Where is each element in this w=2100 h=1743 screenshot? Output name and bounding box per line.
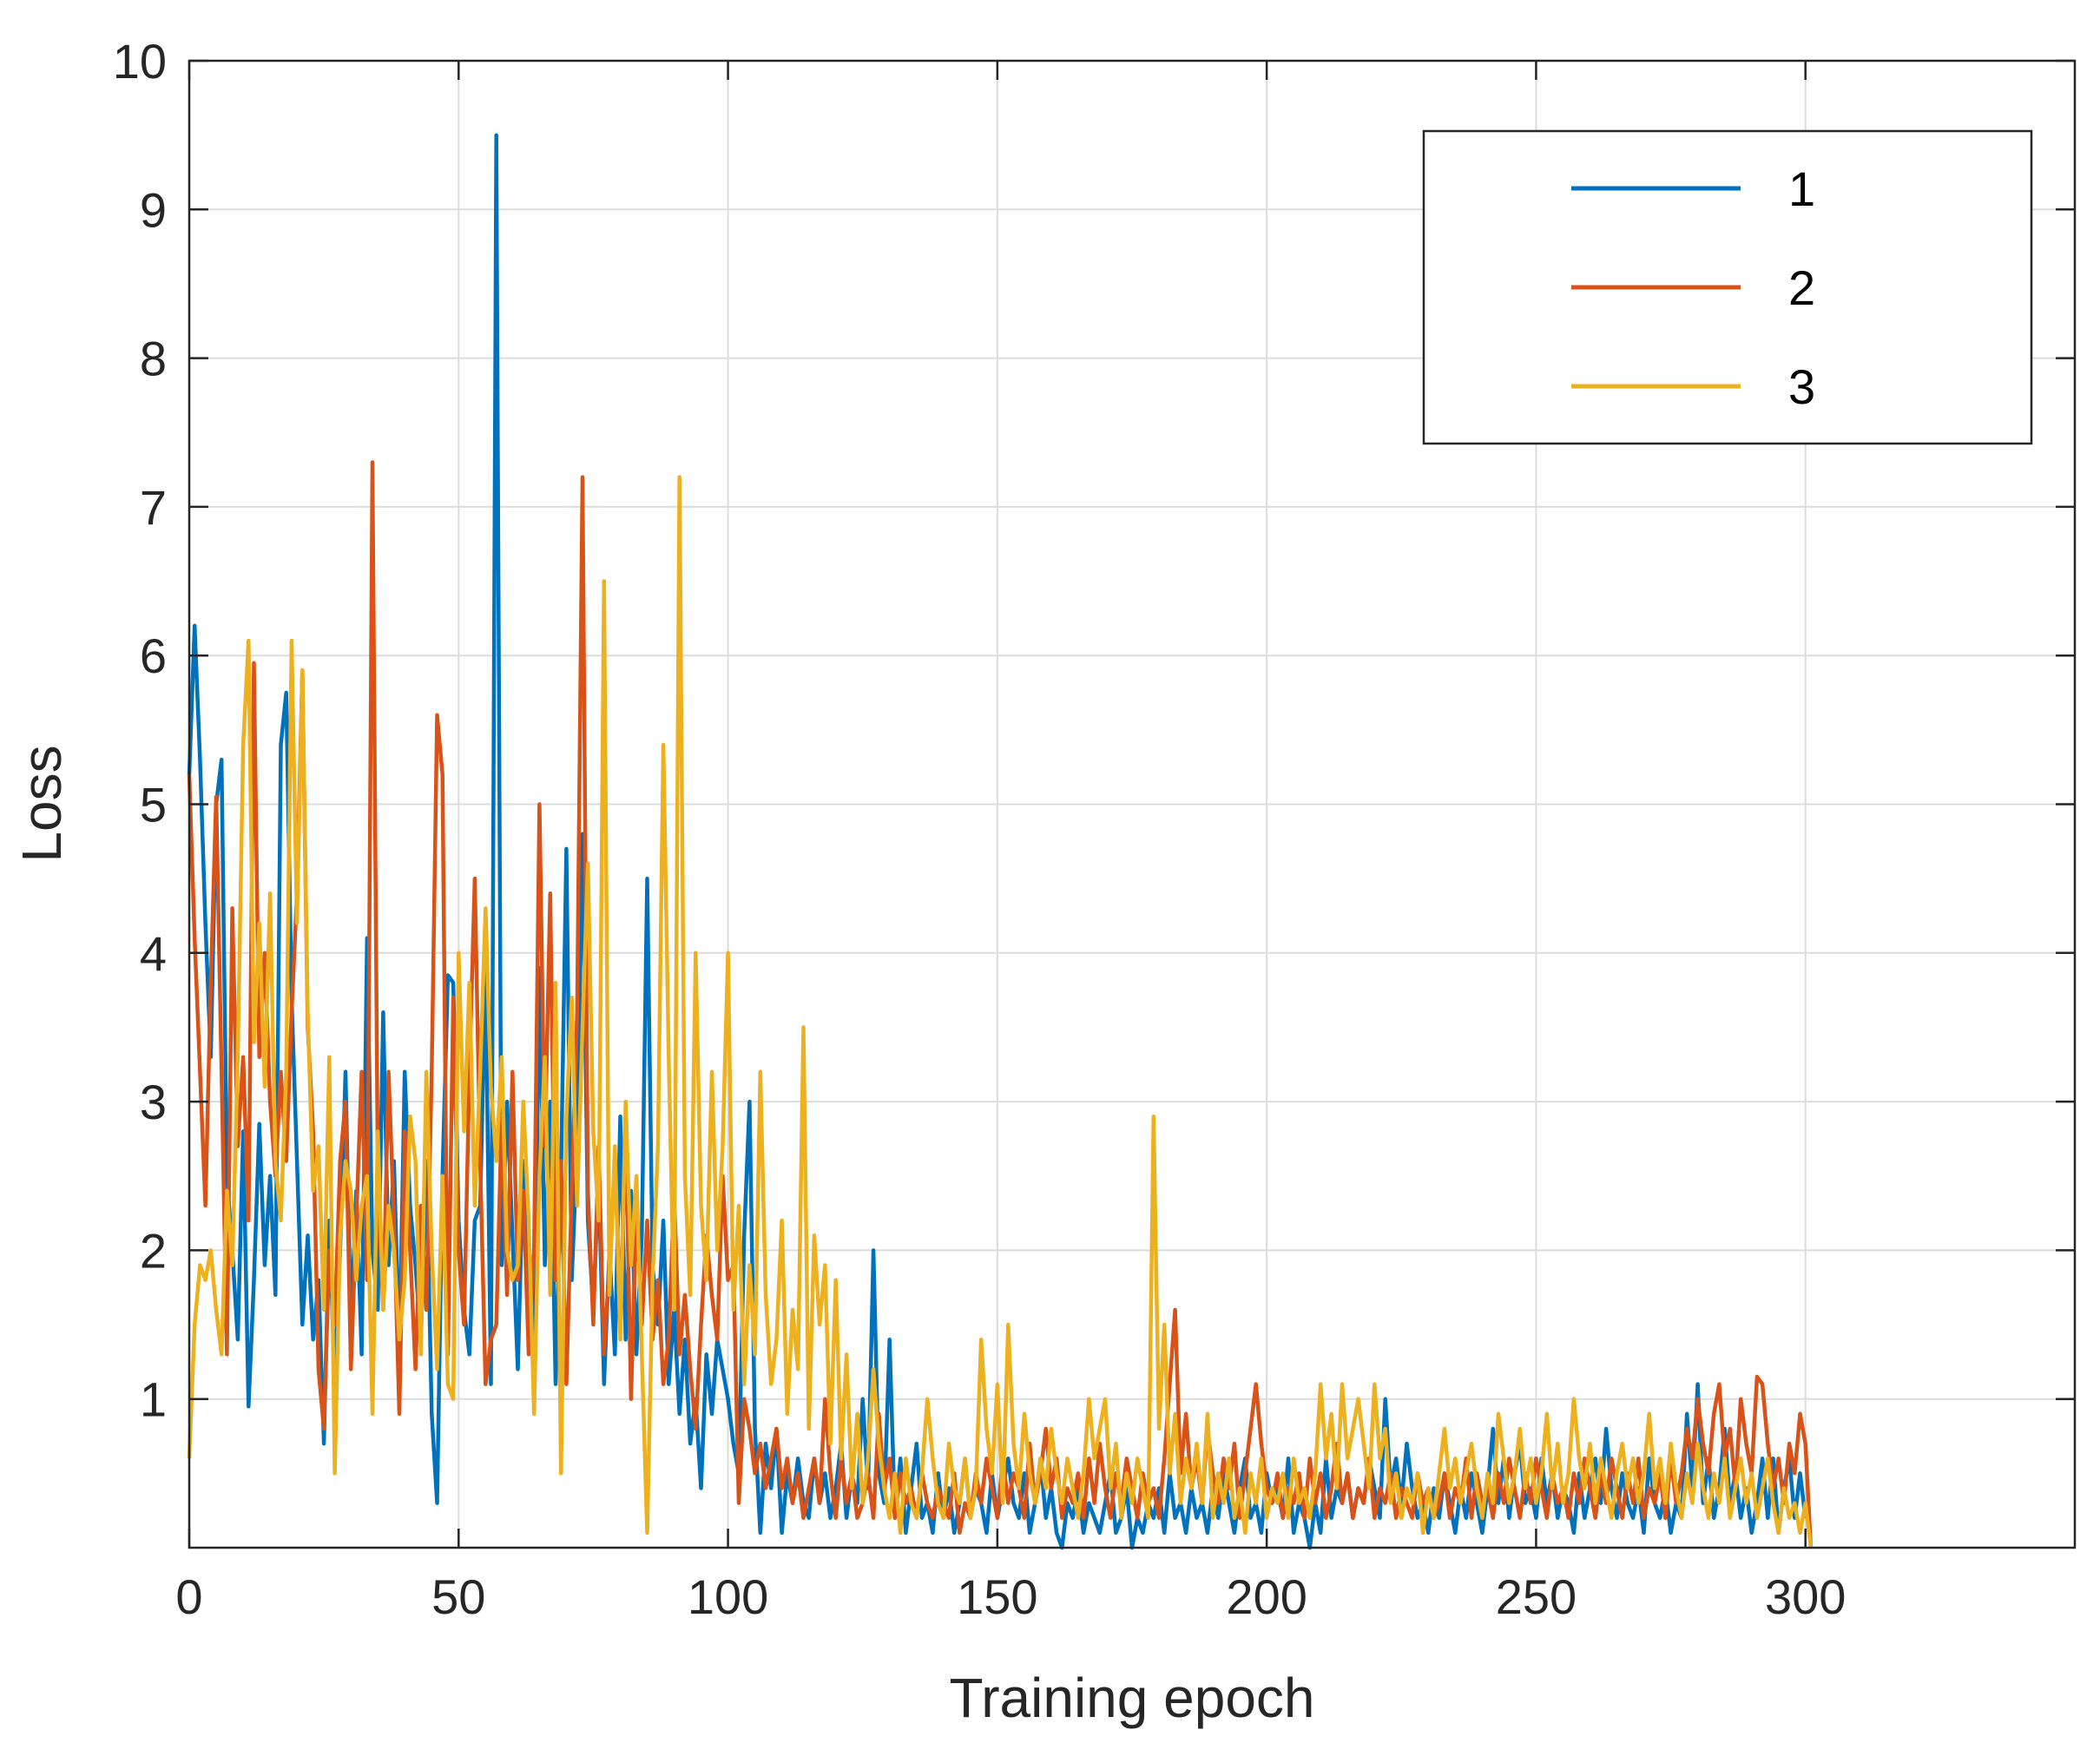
y-axis-label: Loss: [10, 745, 73, 862]
y-tick-label: 7: [140, 480, 167, 535]
x-tick-label: 0: [175, 1569, 202, 1624]
y-tick-label: 6: [140, 628, 167, 683]
y-tick-label: 8: [140, 332, 167, 386]
y-tick-label: 5: [140, 778, 167, 832]
x-tick-label: 300: [1765, 1569, 1846, 1624]
y-tick-label: 4: [140, 926, 167, 981]
x-tick-label: 100: [688, 1569, 768, 1624]
legend-label-1: 1: [1788, 161, 1815, 216]
series-layer: [187, 133, 1814, 1550]
y-tick-label: 9: [140, 182, 167, 237]
legend-label-2: 2: [1788, 260, 1815, 315]
y-tick-label: 1: [140, 1372, 167, 1427]
ticks: 0 50 100 150 200 250 300 1 2 3 4 5 6 7 8 9 10: [113, 34, 2075, 1624]
y-tick-label: 10: [113, 34, 167, 89]
x-tick-label: 200: [1226, 1569, 1307, 1624]
y-tick-label: 3: [140, 1075, 167, 1129]
y-tick-label: 2: [140, 1223, 167, 1278]
x-tick-label: 250: [1496, 1569, 1577, 1624]
series-line-3: [187, 475, 1814, 1549]
x-tick-label: 150: [957, 1569, 1037, 1624]
legend: 1 2 3: [1422, 129, 2033, 445]
x-tick-label: 50: [431, 1569, 485, 1624]
legend-label-3: 3: [1788, 359, 1815, 414]
x-axis-label: Training epoch: [950, 1667, 1315, 1729]
